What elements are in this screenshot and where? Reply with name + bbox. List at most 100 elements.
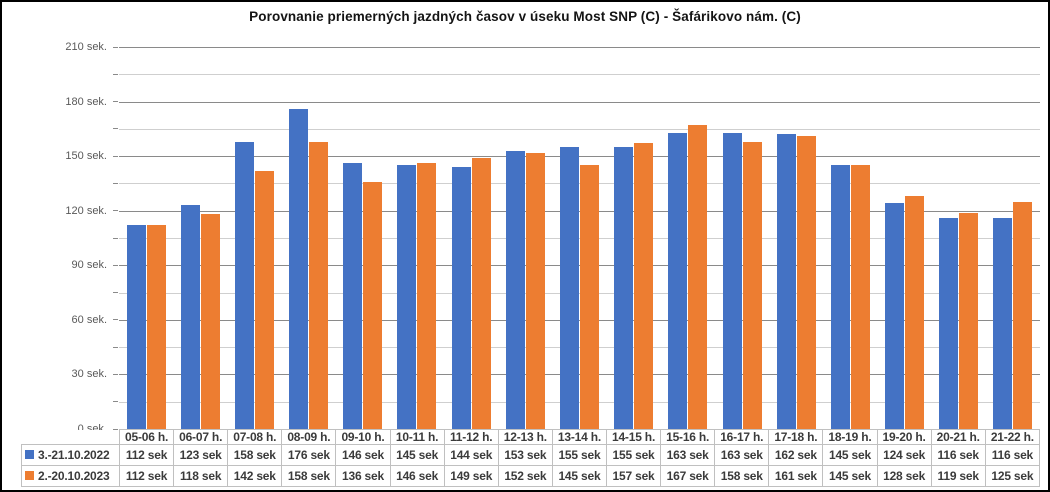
category-header: 08-09 h. (281, 429, 337, 445)
value-cell: 125 sek (984, 465, 1041, 487)
bar-series1 (668, 132, 688, 429)
y-axis-label: 60 sek. (71, 313, 107, 326)
category-header: 20-21 h. (930, 429, 986, 445)
gridline-major (119, 374, 1040, 376)
legend-color-swatch (25, 471, 34, 481)
bar-series1 (343, 163, 363, 429)
legend-color-swatch (25, 450, 34, 460)
category-header: 11-12 h. (443, 429, 499, 445)
value-cell: 116 sek (984, 444, 1041, 466)
legend-label: 2.-20.10.2023 (38, 469, 110, 483)
category-header: 05-06 h. (118, 429, 175, 445)
bar-series2 (905, 196, 925, 429)
gridline-minor (119, 401, 1040, 403)
gridline-major (119, 47, 1040, 48)
value-cell: 112 sek (118, 465, 175, 487)
value-cell: 153 sek (497, 444, 553, 466)
category-header: 14-15 h. (605, 429, 662, 445)
value-cell: 145 sek (551, 465, 607, 487)
bar-series2 (1013, 201, 1033, 429)
y-axis-tick (113, 46, 118, 48)
bar-series1 (776, 134, 796, 429)
y-axis-label: 90 sek. (71, 259, 107, 272)
table-row: 2.-20.10.2023 112 sek 118 sek 142 sek 158 se… (21, 465, 1041, 487)
value-cell: 124 sek (876, 444, 932, 466)
bar-series1 (560, 147, 579, 429)
value-cell: 116 sek (930, 444, 986, 466)
table-row: 3.-21.10.2022 112 sek 123 sek 158 sek 176 se… (21, 444, 1041, 466)
chart-title: Porovnanie priemerných jazdných časov v … (249, 9, 801, 24)
y-axis-tick (113, 346, 118, 348)
bar-series1 (830, 165, 850, 429)
bar-series2 (471, 157, 491, 429)
value-cell: 142 sek (227, 465, 283, 487)
category-header: 17-18 h. (768, 429, 824, 445)
value-cell: 162 sek (768, 444, 824, 466)
value-cell: 112 sek (118, 444, 175, 466)
bar-series2 (525, 152, 545, 429)
bar-series2 (309, 141, 329, 429)
y-axis-label: 180 sek. (65, 95, 107, 108)
y-axis-tick (113, 264, 118, 266)
category-header: 19-20 h. (876, 429, 932, 445)
bar-series1 (234, 141, 254, 429)
value-cell: 158 sek (714, 465, 770, 487)
gridline-minor (119, 183, 1040, 185)
data-table-header: 05-06 h. 06-07 h. 07-08 h. 08-09 h. 09-10 h.… (21, 429, 1041, 445)
bar-series1 (451, 167, 471, 429)
y-axis-label: 150 sek. (65, 150, 107, 163)
y-axis-tick (113, 210, 118, 212)
bar-series1 (614, 147, 634, 429)
bar-series2 (634, 143, 654, 429)
value-cell: 149 sek (443, 465, 499, 487)
y-axis-label: 30 sek. (71, 368, 107, 381)
value-cell: 163 sek (660, 444, 716, 466)
y-axis-label: 120 sek. (65, 204, 107, 217)
gridline-minor (119, 238, 1040, 239)
y-axis-tick (113, 401, 118, 403)
bar-series2 (959, 212, 979, 429)
bar-series2 (146, 225, 166, 429)
value-cell: 136 sek (335, 465, 391, 487)
y-axis-tick (113, 428, 118, 430)
category-header: 07-08 h. (227, 429, 283, 445)
bar-series1 (126, 225, 146, 429)
y-axis-tick (113, 101, 118, 103)
bar-series2 (742, 141, 762, 429)
category-header: 10-11 h. (389, 429, 445, 445)
y-axis-tick (113, 373, 118, 375)
data-table: 05-06 h. 06-07 h. 07-08 h. 08-09 h. 09-10 h.… (21, 429, 1041, 487)
value-cell: 167 sek (660, 465, 716, 487)
bar-series2 (688, 125, 708, 429)
bar-series1 (289, 108, 309, 429)
bar-series1 (180, 205, 200, 429)
value-cell: 119 sek (930, 465, 986, 487)
value-cell: 144 sek (443, 444, 499, 466)
gridline-major (119, 156, 1040, 158)
bar-series2 (580, 165, 599, 429)
bar-series1 (505, 150, 525, 429)
y-axis-tick (113, 128, 118, 130)
y-axis-tick (113, 155, 118, 157)
bar-series2 (417, 163, 437, 429)
value-cell: 145 sek (389, 444, 445, 466)
value-cell: 118 sek (173, 465, 229, 487)
bar-series1 (939, 218, 959, 429)
y-axis-tick (113, 237, 118, 239)
category-header: 12-13 h. (497, 429, 553, 445)
category-header: 13-14 h. (551, 429, 607, 445)
data-table-body: 3.-21.10.2022 112 sek 123 sek 158 sek 176 se… (21, 444, 1041, 487)
y-axis-label: 210 sek. (65, 41, 107, 53)
category-header: 15-16 h. (660, 429, 716, 445)
y-axis-tick (113, 319, 118, 321)
gridline-major (119, 319, 1040, 321)
y-axis: 210 sek. 180 sek. 150 sek. 120 sek. 90 sek. 6… (2, 2, 107, 490)
gridline-minor (119, 128, 1040, 130)
value-cell: 158 sek (281, 465, 337, 487)
bar-series2 (850, 165, 870, 429)
value-cell: 152 sek (497, 465, 553, 487)
value-cell: 157 sek (605, 465, 662, 487)
bar-series2 (254, 170, 274, 429)
category-header: 09-10 h. (335, 429, 391, 445)
